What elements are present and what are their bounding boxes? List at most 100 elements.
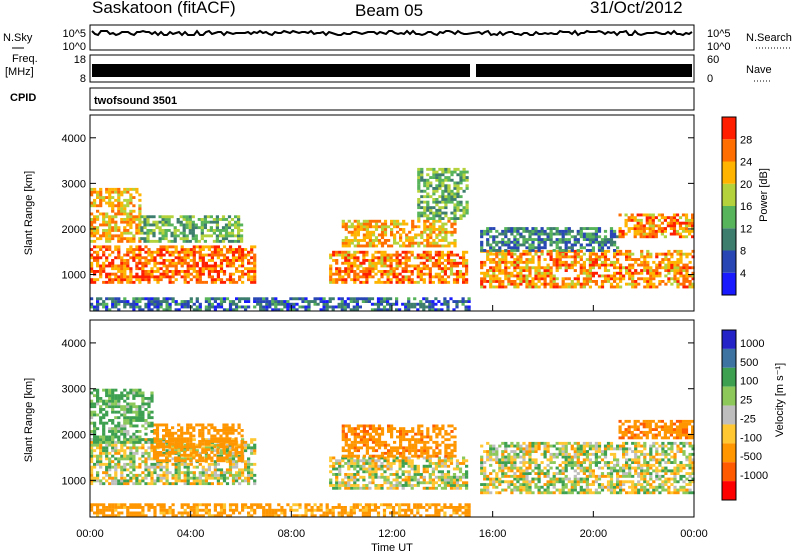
power-cell	[395, 278, 399, 282]
velocity-cell	[126, 421, 130, 425]
power-cell	[380, 253, 384, 257]
power-cell	[250, 270, 254, 273]
power-cell	[392, 270, 396, 273]
power-cell	[422, 297, 426, 301]
power-cell	[99, 245, 103, 249]
power-cell	[613, 274, 617, 278]
velocity-cell	[446, 459, 451, 463]
velocity-cell	[165, 449, 169, 453]
velocity-cell	[135, 451, 139, 455]
power-cell	[161, 231, 165, 235]
velocity-cell	[213, 426, 217, 430]
power-cell	[186, 261, 190, 265]
power-cell	[646, 252, 650, 256]
power-cell	[465, 272, 469, 276]
power-cell	[135, 253, 139, 257]
power-cell	[114, 248, 118, 251]
velocity-cell	[219, 445, 223, 449]
velocity-cell	[165, 423, 169, 427]
power-cell	[573, 255, 577, 259]
power-cell	[96, 264, 100, 268]
power-cell	[645, 221, 649, 225]
velocity-cell	[437, 475, 441, 479]
power-cell	[513, 246, 517, 250]
velocity-cell	[377, 484, 381, 487]
power-cell	[268, 300, 272, 303]
power-cell	[570, 260, 574, 264]
power-cell	[447, 176, 451, 179]
power-cell	[132, 209, 136, 213]
power-cell	[600, 252, 605, 256]
velocity-cell	[150, 471, 154, 475]
power-cell	[380, 280, 384, 284]
velocity-cell	[368, 481, 372, 485]
velocity-cell	[374, 462, 378, 465]
power-cell	[619, 280, 623, 283]
power-cell	[350, 256, 354, 260]
power-cell	[102, 253, 106, 257]
velocity-cell	[123, 388, 127, 392]
power-cell	[534, 249, 538, 253]
power-cell	[555, 277, 559, 281]
power-cell	[438, 176, 442, 179]
velocity-cell	[407, 459, 411, 463]
velocity-cell	[111, 408, 115, 411]
power-cell	[328, 300, 332, 303]
power-cell	[105, 223, 109, 227]
power-cell	[657, 224, 661, 228]
power-y-tick-label: 2000	[62, 224, 86, 236]
velocity-cell	[204, 482, 208, 486]
velocity-cell	[210, 456, 214, 460]
power-cell	[356, 241, 360, 245]
power-cell	[165, 264, 169, 268]
freq-label-1: Freq.	[12, 53, 38, 65]
power-cell	[417, 198, 421, 201]
velocity-cell	[422, 456, 426, 460]
power-cell	[425, 305, 429, 309]
power-cell	[353, 256, 357, 260]
power-cell	[126, 220, 130, 224]
power-cell	[510, 263, 514, 267]
velocity-cell	[186, 437, 190, 441]
power-cell	[525, 266, 529, 270]
velocity-cell	[126, 405, 130, 409]
velocity-cell	[247, 479, 251, 483]
velocity-cell	[132, 468, 136, 472]
power-cell	[356, 244, 360, 248]
velocity-cell	[380, 484, 384, 487]
velocity-cell	[111, 435, 115, 439]
power-cell	[129, 278, 133, 282]
power-cell	[558, 252, 562, 256]
velocity-cell	[359, 424, 363, 428]
power-cell	[274, 300, 278, 303]
power-cell	[453, 167, 457, 171]
velocity-cell	[404, 478, 408, 482]
power-cell	[561, 255, 565, 259]
power-cell	[228, 272, 233, 276]
power-cell	[618, 229, 622, 233]
power-cell	[129, 212, 133, 216]
power-cell	[546, 235, 550, 239]
power-cell	[399, 244, 403, 248]
power-cell	[182, 237, 186, 241]
power-cell	[168, 245, 172, 249]
velocity-cell	[129, 402, 133, 406]
power-cell	[438, 181, 442, 185]
power-cell	[531, 260, 535, 264]
velocity-cell	[416, 467, 420, 471]
velocity-cell	[371, 435, 376, 439]
velocity-cell	[138, 413, 142, 417]
velocity-cell	[222, 426, 226, 430]
velocity-cell	[111, 440, 115, 444]
velocity-cell	[123, 476, 127, 480]
velocity-cell	[374, 432, 379, 436]
power-cell	[417, 206, 421, 210]
power-cell	[546, 232, 550, 236]
power-cell	[609, 263, 614, 267]
power-cell	[613, 243, 617, 247]
power-cell	[138, 239, 142, 243]
power-cell	[183, 275, 187, 279]
power-cell	[603, 277, 608, 281]
power-cell	[99, 237, 103, 241]
power-cell	[268, 305, 272, 309]
